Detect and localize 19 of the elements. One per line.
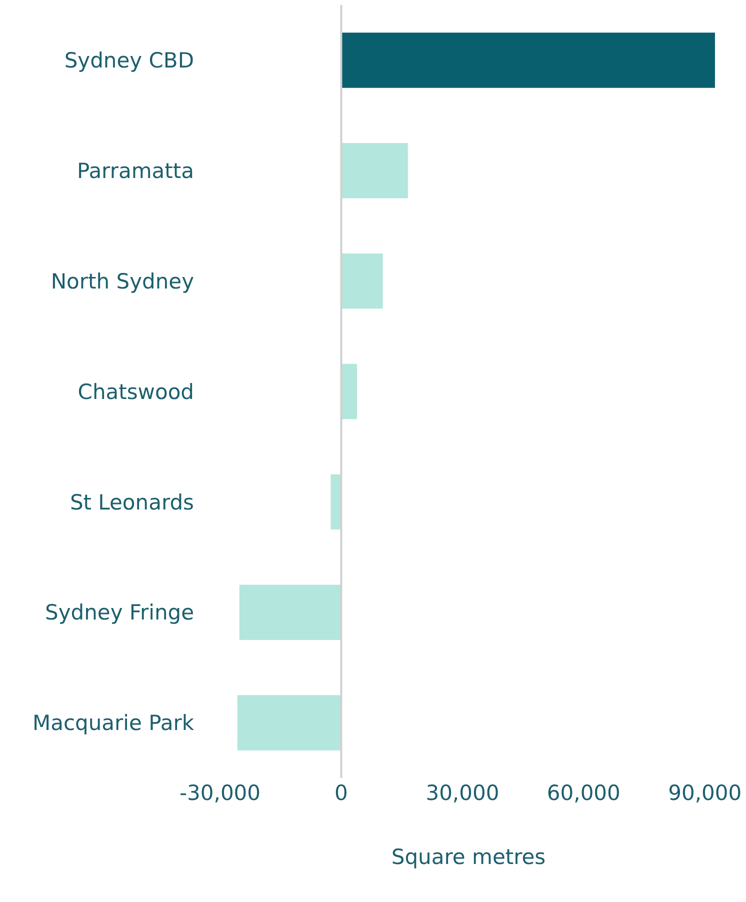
bar: [341, 143, 408, 198]
y-tick-label: North Sydney: [50, 269, 194, 294]
y-tick-label: St Leonards: [70, 490, 194, 514]
y-tick-label: Sydney Fringe: [45, 600, 194, 625]
bar: [237, 695, 342, 750]
bar: [239, 584, 342, 640]
y-tick-label: Sydney CBD: [64, 48, 194, 73]
x-tick-label: 30,000: [426, 781, 500, 805]
x-tick-label: 0: [334, 781, 348, 805]
y-tick-label: Chatswood: [78, 380, 194, 404]
bar: [341, 364, 357, 420]
x-tick-label: 60,000: [546, 781, 620, 805]
y-tick-label: Macquarie Park: [32, 711, 195, 736]
x-tick-label: 90,000: [668, 781, 742, 805]
x-axis-title: Square metres: [391, 845, 546, 870]
bar: [341, 32, 715, 88]
bar: [341, 253, 383, 309]
x-tick-label: -30,000: [179, 781, 261, 805]
y-tick-label: Parramatta: [76, 158, 194, 183]
